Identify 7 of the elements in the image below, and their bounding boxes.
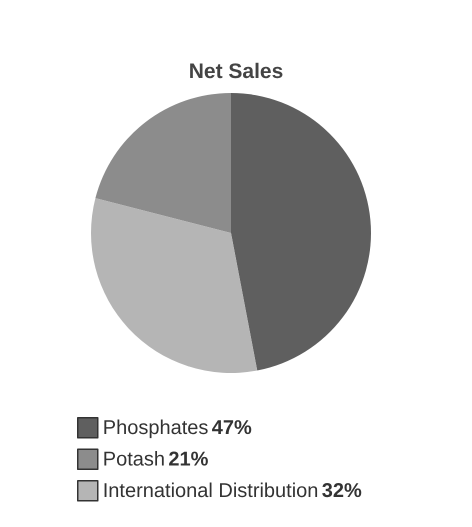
- legend-label: Phosphates: [102, 416, 208, 439]
- data-label: 47%: [212, 416, 252, 439]
- chart-title: Net Sales: [188, 60, 284, 83]
- legend-label: International Distribution: [102, 480, 318, 502]
- legend-label: Potash: [102, 448, 166, 470]
- data-label: 21%: [168, 448, 209, 470]
- data-label: 32%: [322, 480, 362, 502]
